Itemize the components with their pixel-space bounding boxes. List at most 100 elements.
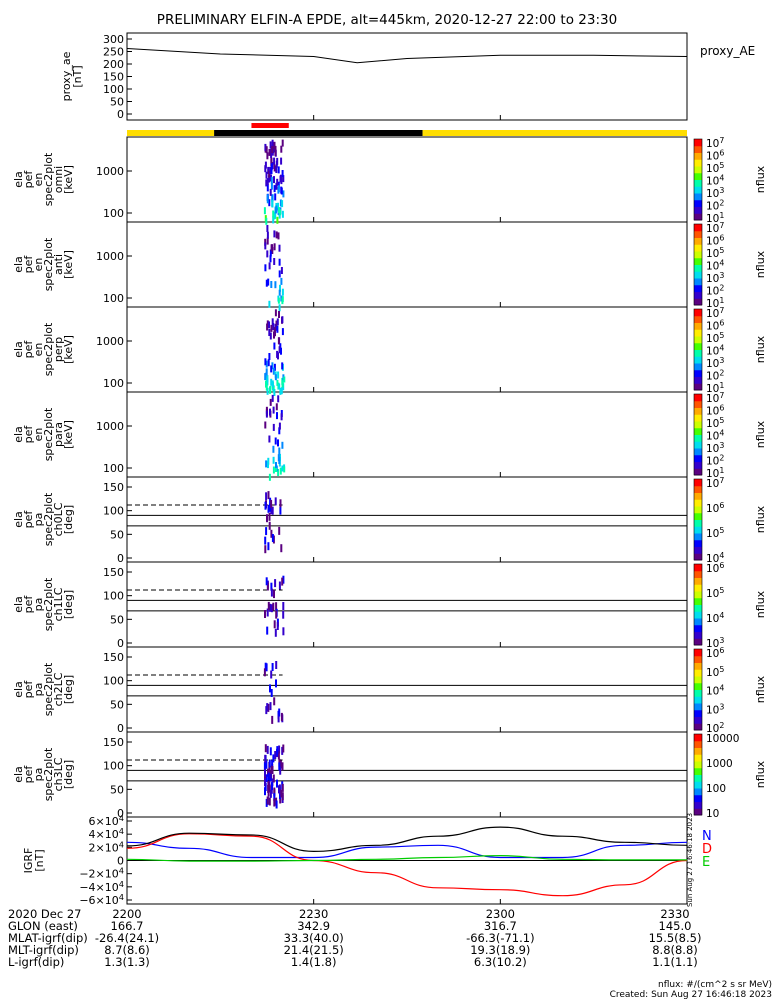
spec-pixel (278, 304, 281, 312)
pa-pixel (280, 789, 283, 798)
pa-pixel (281, 577, 284, 586)
spec-pixel (269, 141, 272, 149)
ylabel-para-3: spec2plot (42, 407, 55, 461)
spec-pixel (276, 412, 278, 420)
spec-pixel (276, 216, 279, 224)
pa-pixel (274, 751, 277, 759)
spec-pixel (277, 185, 280, 193)
spec-pixel (283, 376, 286, 383)
spec-pixel (277, 371, 280, 379)
ylabel-proxy_ae-0: proxy_ae (60, 51, 73, 101)
colorbar-anti-seg-11 (694, 224, 702, 232)
colorbar-ch0LC-seg-5 (694, 519, 702, 527)
ytick-ch1LC-3: 0 (117, 637, 124, 650)
pa-pixel (273, 697, 276, 706)
spec-pixel (274, 329, 276, 337)
ylabel-omni-3: spec2plot (42, 152, 55, 206)
ylabel-perp-3: spec2plot (42, 322, 55, 376)
pa-pixel (273, 590, 275, 599)
ylabel-igrf-1: [nT] (33, 849, 46, 871)
panel-frame-anti (126, 221, 688, 308)
pa-pixel (264, 744, 267, 753)
cbar-tick-ch3LC-3: 10 (706, 808, 719, 820)
spec-pixel (276, 325, 279, 333)
cbar-tick-perp-1: 106 (706, 319, 724, 333)
spec-pixel (269, 398, 272, 406)
spec-pixel (271, 318, 274, 326)
spec-pixel (266, 152, 269, 160)
spec-pixel (270, 378, 273, 386)
ylabel-perp-2: en (32, 343, 45, 357)
pa-pixel (274, 579, 277, 588)
pa-pixel (279, 760, 282, 769)
cbar-tick-omni-1: 106 (706, 149, 724, 163)
pa-pixel (269, 773, 272, 782)
colorbar-anti-seg-0 (694, 298, 702, 306)
colorbar-perp-seg-6 (694, 342, 702, 350)
orbit-row-label: 2020 Dec 27 (8, 907, 82, 921)
spec-pixel (265, 383, 268, 391)
colorbar-para-seg-8 (694, 414, 702, 422)
spec-pixel (277, 469, 280, 476)
cbar-tick-perp-5: 102 (706, 369, 724, 383)
pa-pixel (263, 668, 266, 677)
spec-pixel (280, 277, 283, 285)
colorbar-anti-seg-10 (694, 230, 702, 238)
ytick-ch3LC-3: 0 (117, 807, 124, 820)
spec-pixel (276, 318, 279, 326)
colorbar-frame-omni (693, 138, 703, 221)
ytick-igrf-5: −4×104 (79, 879, 124, 894)
ytick-ch2LC-3: 0 (117, 722, 124, 735)
orbit-row-value: 316.7 (483, 919, 517, 933)
spec-pixel (279, 199, 282, 207)
pa-pixel (269, 503, 271, 512)
pa-pixel (279, 506, 282, 515)
cbar-tick-para-4: 103 (706, 441, 724, 455)
colorbar-ch0LC-seg-3 (694, 533, 702, 541)
ytick-para-0: 1000 (96, 420, 124, 433)
pa-pixel (269, 789, 272, 798)
colorbar-frame-ch3LC (693, 733, 703, 816)
spec-pixel (266, 387, 269, 395)
ylabel-ch0LC-1: pef (22, 510, 35, 529)
ytick-ch0LC-2: 50 (110, 528, 124, 541)
colorbar-omni-seg-8 (694, 159, 702, 167)
ylabel-ch1LC-2: pa (32, 598, 45, 612)
spec-pixel (281, 362, 284, 370)
spec-pixel (268, 199, 271, 207)
colorbar-perp-seg-0 (694, 383, 702, 391)
ytick-proxy_ae-3: 150 (103, 71, 124, 84)
spec-pixel (266, 237, 269, 245)
spec-pixel (278, 270, 281, 278)
spec-pixel (280, 145, 283, 153)
spec-pixel (264, 242, 267, 250)
ytick-proxy_ae-2: 200 (103, 58, 124, 71)
cbar-tick-ch3LC-2: 100 (706, 783, 726, 795)
pa-pixel (270, 689, 273, 697)
ytick-igrf-4: −2×104 (79, 866, 124, 881)
colorbar-ch0LC-seg-8 (694, 499, 702, 507)
spec-pixel (272, 216, 275, 224)
pa-pixel (269, 702, 272, 711)
spec-pixel (265, 460, 268, 468)
cbar-tick-perp-2: 105 (706, 331, 724, 345)
colorbar-anti-seg-5 (694, 264, 702, 272)
spec-pixel (277, 337, 280, 345)
pa-pixel (264, 610, 266, 618)
ylabel-ch1LC-5: [deg] (62, 590, 75, 619)
spec-pixel (273, 157, 276, 165)
spec-pixel (269, 255, 272, 263)
colorbar-ch1LC-seg-4 (694, 611, 702, 619)
pa-pixel (281, 762, 284, 771)
spec-pixel (272, 210, 275, 218)
cbar-tick-ch2LC-1: 105 (706, 665, 724, 679)
spec-pixel (269, 332, 272, 340)
cbar-tick-ch2LC-3: 103 (706, 702, 724, 716)
pa-pixel (273, 787, 276, 796)
colorbar-ch0LC-seg-6 (694, 512, 702, 520)
cbar-tick-para-0: 107 (706, 391, 724, 405)
spec-pixel (265, 179, 268, 187)
colorbar-omni-seg-2 (694, 199, 702, 207)
spec-pixel (265, 410, 268, 418)
ylabel-anti-4: anti (52, 254, 65, 275)
